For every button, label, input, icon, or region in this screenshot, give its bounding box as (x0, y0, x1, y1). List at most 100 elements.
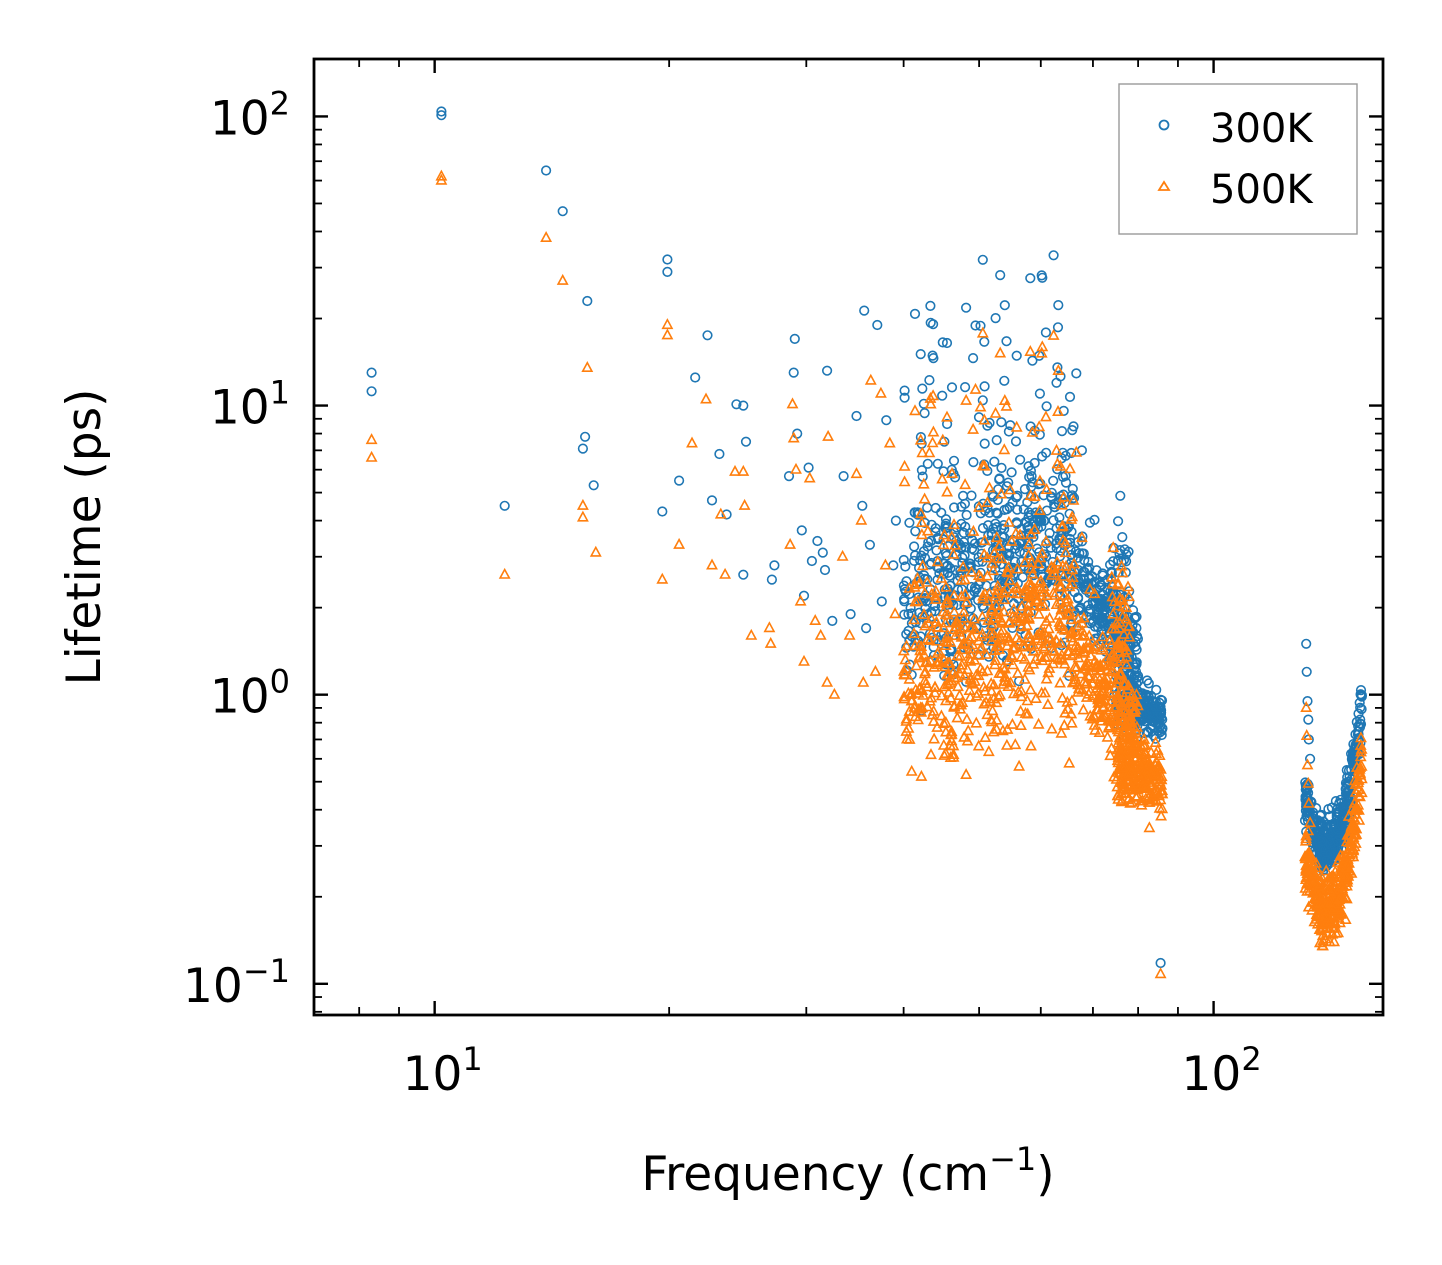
point-500k (950, 614, 963, 626)
point-300k (1301, 666, 1312, 677)
point-300k (436, 106, 447, 117)
point-300k (859, 305, 870, 316)
point-500k (1139, 738, 1151, 750)
point-500k (498, 567, 511, 579)
point-300k (1072, 593, 1084, 604)
point-500k (1001, 722, 1014, 734)
point-500k (1056, 498, 1068, 510)
point-500k (1302, 796, 1315, 808)
point-500k (963, 684, 976, 696)
point-500k (1305, 867, 1318, 879)
point-500k (948, 518, 960, 530)
point-500k (1080, 677, 1093, 689)
point-500k (1010, 631, 1023, 643)
point-300k (915, 432, 927, 443)
point-500k (1018, 555, 1031, 567)
point-500k (1111, 789, 1124, 801)
point-500k (972, 739, 985, 751)
point-500k (902, 721, 915, 733)
point-500k (576, 498, 589, 510)
point-500k (974, 642, 987, 654)
point-500k (958, 669, 971, 681)
point-500k (1111, 654, 1123, 666)
legend-label-500k: 500K (1210, 167, 1314, 213)
point-300k (1036, 521, 1047, 532)
point-500k (1054, 459, 1067, 471)
point-300k (1060, 450, 1071, 461)
point-500k (900, 712, 913, 724)
point-300k (992, 508, 1003, 519)
point-500k (1004, 483, 1017, 495)
point-500k (1105, 665, 1117, 677)
point-500k (993, 666, 1006, 678)
point-500k (1154, 967, 1167, 979)
point-500k (1026, 425, 1039, 437)
point-500k (1118, 678, 1131, 690)
point-500k (1125, 747, 1137, 759)
point-300k (931, 545, 942, 556)
point-500k (821, 675, 834, 687)
point-500k (942, 608, 954, 620)
point-300k (1312, 815, 1323, 826)
point-500k (1015, 684, 1028, 696)
point-500k (1056, 691, 1069, 703)
point-500k (1125, 795, 1138, 807)
point-500k (940, 580, 952, 592)
point-500k (714, 507, 727, 519)
point-500k (1349, 777, 1362, 789)
point-500k (918, 608, 930, 620)
point-500k (1000, 399, 1013, 411)
point-500k (908, 613, 921, 625)
point-300k (860, 622, 872, 634)
point-500k (1122, 767, 1135, 779)
point-500k (1105, 741, 1118, 753)
point-500k (938, 528, 951, 540)
point-300k (1036, 270, 1047, 281)
point-500k (1032, 557, 1045, 569)
point-500k (435, 169, 448, 181)
point-500k (1091, 659, 1104, 671)
point-500k (1077, 645, 1090, 657)
point-500k (1300, 729, 1313, 741)
point-500k (1088, 640, 1101, 652)
point-500k (1333, 893, 1346, 905)
point-500k (1007, 602, 1020, 614)
point-500k (976, 610, 989, 622)
point-500k (936, 433, 949, 445)
point-300k (932, 458, 943, 469)
point-500k (661, 318, 674, 330)
point-500k (1041, 698, 1054, 710)
point-500k (1348, 828, 1361, 840)
point-500k (1015, 619, 1028, 631)
point-500k (1022, 660, 1035, 672)
point-500k (1058, 657, 1071, 669)
point-500k (1097, 678, 1110, 690)
point-500k (974, 400, 987, 412)
point-500k (1053, 579, 1066, 591)
point-500k (1006, 717, 1019, 729)
point-300k (959, 382, 971, 393)
point-500k (1354, 750, 1367, 762)
point-500k (1339, 861, 1352, 873)
point-500k (828, 687, 841, 699)
point-300k (1155, 709, 1166, 720)
point-500k (1026, 567, 1039, 579)
point-500k (968, 612, 981, 624)
point-500k (1048, 566, 1061, 578)
point-500k (947, 547, 960, 559)
point-500k (787, 431, 800, 443)
point-500k (1057, 569, 1070, 581)
point-300k (989, 456, 1000, 467)
point-500k (910, 659, 923, 671)
point-500k (957, 611, 970, 623)
point-500k (956, 638, 969, 650)
point-500k (1115, 652, 1128, 664)
point-300k (1025, 465, 1036, 477)
point-300k (821, 365, 833, 376)
point-500k (1017, 587, 1030, 599)
point-500k (1106, 622, 1118, 634)
point-500k (1328, 871, 1341, 883)
point-300k (1141, 675, 1153, 686)
point-300k (1067, 490, 1078, 501)
point-500k (1110, 772, 1123, 784)
